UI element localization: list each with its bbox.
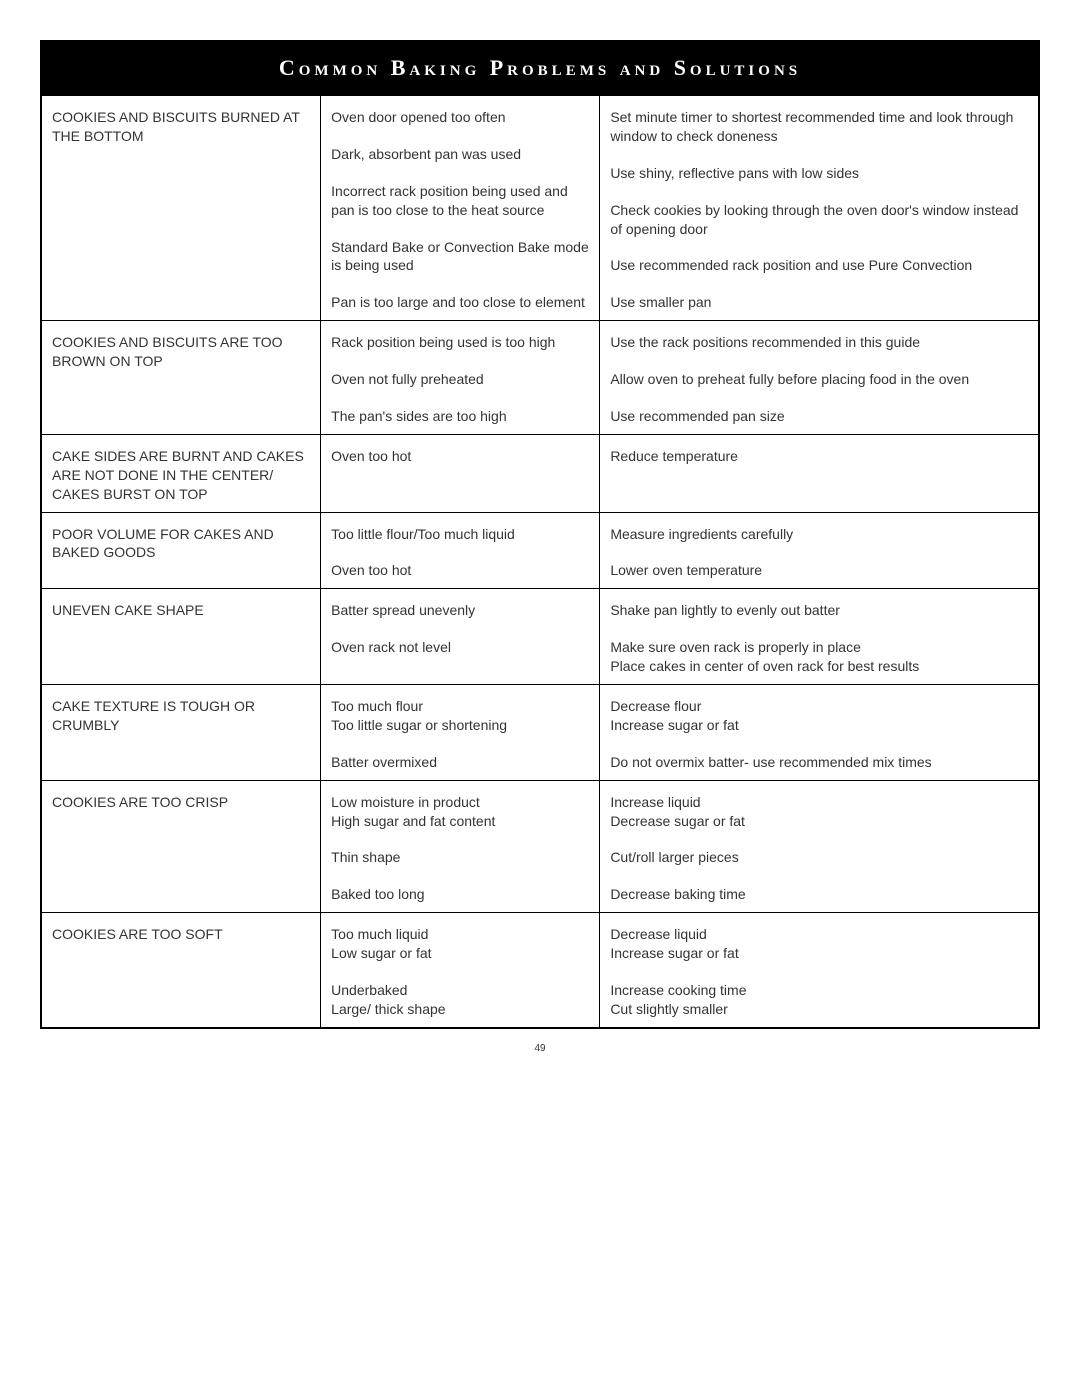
table-row: COOKIES AND BISCUITS BURNED AT THE BOTTO… bbox=[42, 96, 1039, 321]
problem-cell: COOKIES AND BISCUITS ARE TOO BROWN ON TO… bbox=[42, 321, 321, 435]
solution-text: Shake pan lightly to evenly out batter bbox=[610, 601, 1028, 620]
solution-text: Reduce temperature bbox=[610, 447, 1028, 466]
solution-text: Decrease baking time bbox=[610, 885, 1028, 904]
table-section: CAKE SIDES ARE BURNT AND CAKES ARE NOT D… bbox=[42, 434, 1039, 512]
problem-cell: COOKIES AND BISCUITS BURNED AT THE BOTTO… bbox=[42, 96, 321, 321]
solution-cell: Set minute timer to shortest recommended… bbox=[600, 96, 1039, 321]
solution-text: Do not overmix batter- use recommended m… bbox=[610, 753, 1028, 772]
cause-text: Batter spread unevenly bbox=[331, 601, 589, 620]
cause-cell: Too much flourToo little sugar or shorte… bbox=[321, 685, 600, 781]
cause-text: Too little flour/Too much liquid bbox=[331, 525, 589, 544]
cause-text: UnderbakedLarge/ thick shape bbox=[331, 981, 589, 1019]
solution-text: Allow oven to preheat fully before placi… bbox=[610, 370, 1028, 389]
cause-text: Low moisture in productHigh sugar and fa… bbox=[331, 793, 589, 831]
table-row: POOR VOLUME FOR CAKES AND BAKED GOODSToo… bbox=[42, 512, 1039, 589]
cause-text: Too much flourToo little sugar or shorte… bbox=[331, 697, 589, 735]
cause-cell: Oven too hot bbox=[321, 434, 600, 512]
solution-text: Increase cooking timeCut slightly smalle… bbox=[610, 981, 1028, 1019]
cause-text: Oven too hot bbox=[331, 561, 589, 580]
cause-text: Thin shape bbox=[331, 848, 589, 867]
solution-text: Increase liquidDecrease sugar or fat bbox=[610, 793, 1028, 831]
table-row: CAKE SIDES ARE BURNT AND CAKES ARE NOT D… bbox=[42, 434, 1039, 512]
cause-text: Oven rack not level bbox=[331, 638, 589, 657]
table-section: CAKE TEXTURE IS TOUGH OR CRUMBLY Too much… bbox=[42, 685, 1039, 781]
solution-cell: Decrease flourIncrease sugar or fat Do no… bbox=[600, 685, 1039, 781]
page-number: 49 bbox=[40, 1043, 1040, 1054]
table-section: POOR VOLUME FOR CAKES AND BAKED GOODSToo… bbox=[42, 512, 1039, 589]
solution-text: Use the rack positions recommended in th… bbox=[610, 333, 1028, 352]
solution-text: Lower oven temperature bbox=[610, 561, 1028, 580]
cause-text: Standard Bake or Convection Bake mode is… bbox=[331, 238, 589, 276]
table-row: COOKIES ARE TOO SOFTToo much liquidLow s… bbox=[42, 913, 1039, 1028]
solution-text: Decrease flourIncrease sugar or fat bbox=[610, 697, 1028, 735]
solution-text: Cut/roll larger pieces bbox=[610, 848, 1028, 867]
page-frame: Common Baking Problems and Solutions COO… bbox=[40, 40, 1040, 1029]
table-row: CAKE TEXTURE IS TOUGH OR CRUMBLY Too much… bbox=[42, 685, 1039, 781]
problem-cell: COOKIES ARE TOO CRISP bbox=[42, 780, 321, 913]
cause-cell: Rack position being used is too high Oven… bbox=[321, 321, 600, 435]
problem-cell: COOKIES ARE TOO SOFT bbox=[42, 913, 321, 1028]
table-section: COOKIES AND BISCUITS BURNED AT THE BOTTO… bbox=[42, 96, 1039, 321]
solution-cell: Decrease liquidIncrease sugar or fat Incr… bbox=[600, 913, 1039, 1028]
page-title: Common Baking Problems and Solutions bbox=[41, 41, 1039, 95]
cause-cell: Oven door opened too often Dark, absorben… bbox=[321, 96, 600, 321]
cause-text: Too much liquidLow sugar or fat bbox=[331, 925, 589, 963]
cause-text: Pan is too large and too close to elemen… bbox=[331, 293, 589, 312]
table-section: COOKIES ARE TOO SOFTToo much liquidLow s… bbox=[42, 913, 1039, 1028]
table-row: COOKIES ARE TOO CRISP Low moisture in pro… bbox=[42, 780, 1039, 913]
cause-text: Oven too hot bbox=[331, 447, 589, 466]
table-row: COOKIES AND BISCUITS ARE TOO BROWN ON TO… bbox=[42, 321, 1039, 435]
problem-cell: CAKE SIDES ARE BURNT AND CAKES ARE NOT D… bbox=[42, 434, 321, 512]
cause-text: Dark, absorbent pan was used bbox=[331, 145, 589, 164]
solution-text: Use smaller pan bbox=[610, 293, 1028, 312]
cause-text: Incorrect rack position being used and p… bbox=[331, 182, 589, 220]
cause-text: The pan's sides are too high bbox=[331, 407, 589, 426]
cause-cell: Low moisture in productHigh sugar and fa… bbox=[321, 780, 600, 913]
cause-text: Batter overmixed bbox=[331, 753, 589, 772]
solution-text: Check cookies by looking through the ove… bbox=[610, 201, 1028, 239]
solution-text: Set minute timer to shortest recommended… bbox=[610, 108, 1028, 146]
cause-text: Oven not fully preheated bbox=[331, 370, 589, 389]
table-section: COOKIES AND BISCUITS ARE TOO BROWN ON TO… bbox=[42, 321, 1039, 435]
cause-cell: Too much liquidLow sugar or fat Underbake… bbox=[321, 913, 600, 1028]
cause-text: Rack position being used is too high bbox=[331, 333, 589, 352]
solution-cell: Use the rack positions recommended in th… bbox=[600, 321, 1039, 435]
solution-text: Use shiny, reflective pans with low side… bbox=[610, 164, 1028, 183]
table-section: UNEVEN CAKE SHAPE Batter spread unevenly O… bbox=[42, 589, 1039, 685]
solution-text: Make sure oven rack is properly in place… bbox=[610, 638, 1028, 676]
problem-cell: POOR VOLUME FOR CAKES AND BAKED GOODS bbox=[42, 512, 321, 589]
solution-cell: Shake pan lightly to evenly out batter Ma… bbox=[600, 589, 1039, 685]
problem-cell: CAKE TEXTURE IS TOUGH OR CRUMBLY bbox=[42, 685, 321, 781]
solution-text: Use recommended rack position and use Pu… bbox=[610, 256, 1028, 275]
problems-table: COOKIES AND BISCUITS BURNED AT THE BOTTO… bbox=[41, 95, 1039, 1028]
solution-text: Decrease liquidIncrease sugar or fat bbox=[610, 925, 1028, 963]
cause-cell: Too little flour/Too much liquid Oven too… bbox=[321, 512, 600, 589]
solution-cell: Measure ingredients carefully Lower oven … bbox=[600, 512, 1039, 589]
table-section: COOKIES ARE TOO CRISP Low moisture in pro… bbox=[42, 780, 1039, 913]
solution-cell: Reduce temperature bbox=[600, 434, 1039, 512]
solution-text: Use recommended pan size bbox=[610, 407, 1028, 426]
solution-text: Measure ingredients carefully bbox=[610, 525, 1028, 544]
solution-cell: Increase liquidDecrease sugar or fat Cut/… bbox=[600, 780, 1039, 913]
cause-text: Oven door opened too often bbox=[331, 108, 589, 127]
cause-text: Baked too long bbox=[331, 885, 589, 904]
cause-cell: Batter spread unevenly Oven rack not leve… bbox=[321, 589, 600, 685]
table-row: UNEVEN CAKE SHAPE Batter spread unevenly O… bbox=[42, 589, 1039, 685]
problem-cell: UNEVEN CAKE SHAPE bbox=[42, 589, 321, 685]
